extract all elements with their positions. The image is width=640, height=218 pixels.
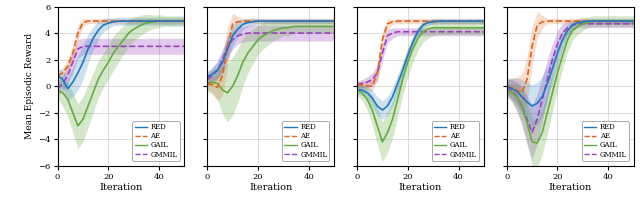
Legend: RED, AE, GAIL, GMMIL: RED, AE, GAIL, GMMIL [132,121,180,161]
X-axis label: Iteration: Iteration [548,183,592,192]
Legend: RED, AE, GAIL, GMMIL: RED, AE, GAIL, GMMIL [582,121,629,161]
Legend: RED, AE, GAIL, GMMIL: RED, AE, GAIL, GMMIL [282,121,330,161]
Legend: RED, AE, GAIL, GMMIL: RED, AE, GAIL, GMMIL [432,121,479,161]
X-axis label: Iteration: Iteration [99,183,143,192]
Y-axis label: Mean Episodic Reward: Mean Episodic Reward [25,33,34,139]
X-axis label: Iteration: Iteration [399,183,442,192]
X-axis label: Iteration: Iteration [249,183,292,192]
